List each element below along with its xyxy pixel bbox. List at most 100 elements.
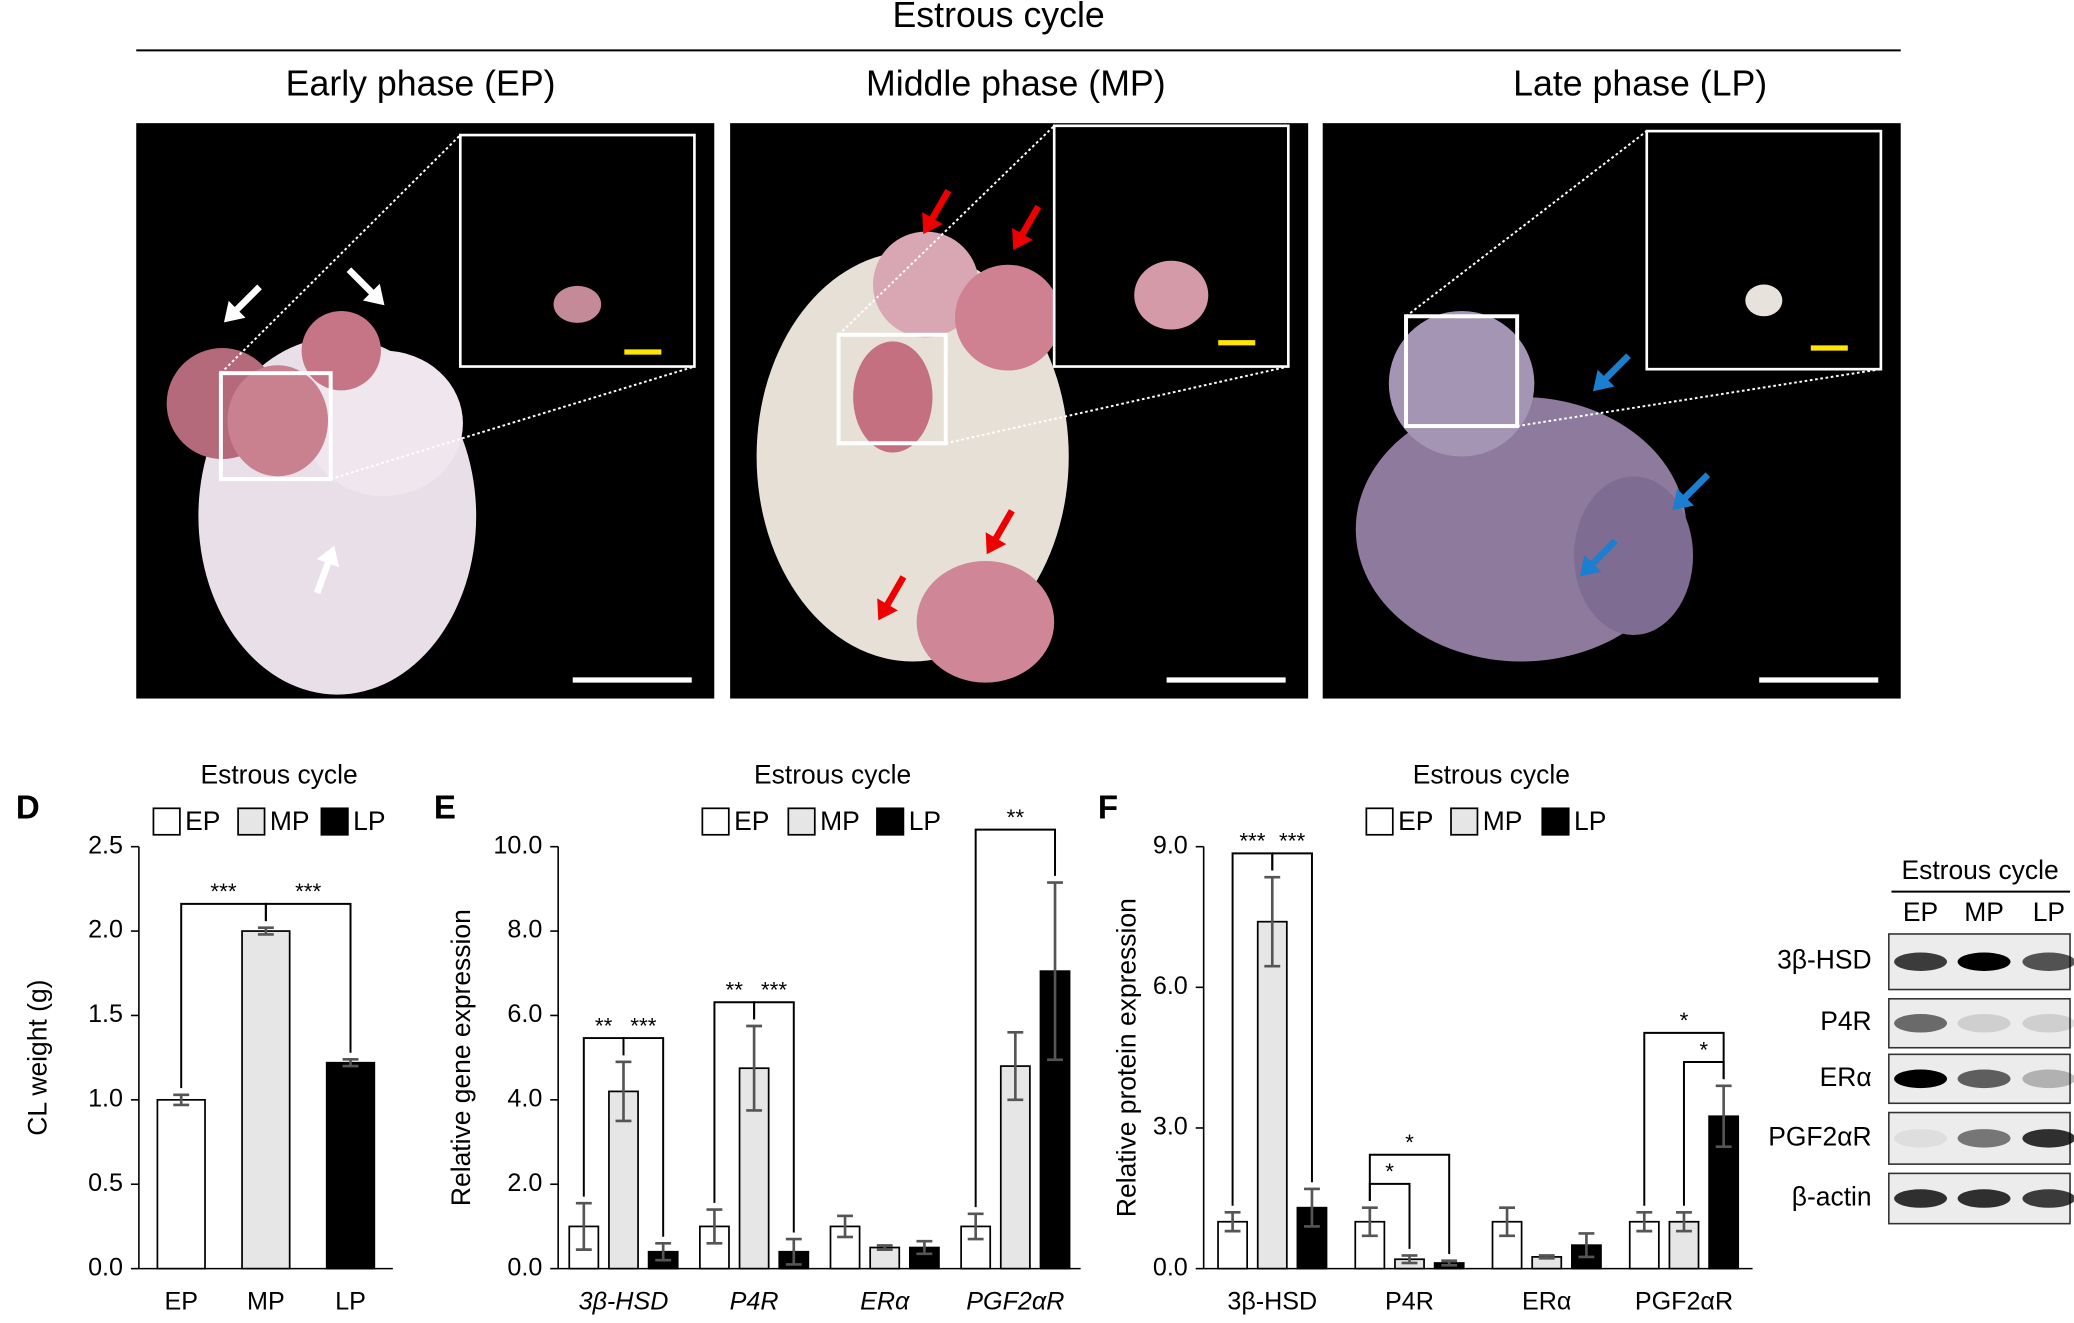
x-tick-label: ERα — [1522, 1288, 1571, 1316]
blot-band — [1894, 952, 1948, 972]
error-bar — [837, 1214, 853, 1239]
error-bar — [655, 1241, 672, 1262]
legend-swatch — [1365, 807, 1394, 836]
panel-label: B — [761, 147, 785, 184]
error-bar — [1538, 1254, 1555, 1260]
blot-row-label: β-actin — [1792, 1182, 1872, 1212]
arrow — [1579, 538, 1618, 577]
lane-label: LP — [2033, 897, 2065, 927]
arrow-head — [985, 532, 1007, 555]
legend-label: MP — [1483, 806, 1523, 836]
significance-label: *** — [1279, 829, 1305, 854]
tissue-shape — [853, 341, 933, 453]
legend-label: LP — [353, 806, 385, 836]
significance-bracket — [264, 902, 352, 1053]
blot-row-label: P4R — [1820, 1006, 1871, 1036]
arrow-head — [1579, 554, 1602, 577]
arrow — [1592, 353, 1631, 392]
error-bar — [876, 1244, 893, 1251]
inset-tissue — [1134, 260, 1209, 330]
legend-swatch — [320, 807, 349, 836]
y-tick-label: 0.0 — [88, 1253, 123, 1281]
arrow-head — [362, 283, 385, 306]
blot-band — [1957, 1129, 2011, 1148]
y-tick-label: 0.5 — [88, 1169, 123, 1197]
significance-label: * — [1680, 1008, 1689, 1033]
error-bar — [1304, 1187, 1320, 1228]
significance-label: * — [1699, 1037, 1708, 1062]
legend-swatch — [876, 807, 905, 836]
x-tick-label: MP — [247, 1288, 285, 1316]
arrow — [223, 284, 262, 323]
significance-label: ** — [726, 978, 744, 1003]
legend-swatch — [701, 807, 730, 836]
legend-label: LP — [1574, 806, 1606, 836]
blot-row-label: 3β-HSD — [1777, 945, 1872, 975]
significance-label: * — [1385, 1159, 1394, 1184]
tissue-shape — [1574, 476, 1694, 636]
arrow — [1012, 204, 1042, 251]
error-bar — [1676, 1211, 1692, 1233]
y-tick-label: 8.0 — [507, 916, 542, 944]
error-bar — [1047, 881, 1063, 1062]
inset — [1645, 129, 1883, 371]
error-bar — [785, 1237, 802, 1266]
bar — [241, 930, 291, 1270]
error-bar — [746, 1024, 763, 1112]
blot-row-label: ERα — [1820, 1062, 1872, 1092]
arrow — [346, 267, 385, 306]
x-tick-label: ERα — [860, 1288, 910, 1316]
arrow — [313, 545, 340, 595]
zoom-box — [1404, 314, 1520, 429]
blot-band — [1957, 1069, 2011, 1089]
blot-band — [2022, 952, 2074, 972]
error-bar — [615, 1060, 632, 1123]
legend-label: EP — [185, 806, 220, 836]
legend-label: MP — [270, 806, 310, 836]
tissue-shape — [301, 310, 381, 391]
error-bar — [1361, 1206, 1378, 1238]
tissue-shape — [916, 560, 1055, 683]
significance-label: ** — [1007, 805, 1025, 830]
figure-title: Estrous cycle — [892, 0, 1104, 35]
blot-band — [1957, 1189, 2011, 1208]
error-bar — [1007, 1031, 1024, 1102]
blot-band — [2022, 1129, 2074, 1148]
arrow-head — [1592, 369, 1615, 392]
y-tick-label: 2.0 — [507, 1169, 542, 1197]
error-bar — [1499, 1206, 1515, 1238]
significance-bracket — [1271, 852, 1313, 1183]
legend-label: MP — [820, 806, 860, 836]
x-tick-label: 3β-HSD — [579, 1288, 669, 1316]
blot-band — [1894, 1014, 1948, 1033]
y-tick-label: 1.0 — [88, 1084, 123, 1112]
panel-label: F — [1098, 789, 1118, 826]
error-bar — [575, 1201, 592, 1251]
error-bar — [1441, 1259, 1458, 1267]
blot-band — [1957, 1014, 2011, 1033]
x-tick-label: LP — [335, 1288, 366, 1316]
error-bar — [1578, 1232, 1595, 1259]
error-bar — [173, 1093, 190, 1107]
y-tick-label: 6.0 — [507, 1000, 542, 1028]
panel-label: E — [434, 789, 456, 826]
zoom-line — [945, 365, 1289, 445]
significance-bracket — [1643, 1031, 1725, 1206]
tissue-shape — [872, 231, 979, 338]
significance-label: *** — [630, 1013, 656, 1038]
significance-label: *** — [295, 879, 321, 904]
panel-label: A — [167, 147, 191, 184]
bar — [1256, 920, 1288, 1270]
error-bar — [257, 926, 274, 936]
x-tick-label: P4R — [1385, 1288, 1434, 1316]
arrow-head — [877, 598, 898, 621]
error-bar — [1401, 1254, 1418, 1265]
significance-bracket — [1368, 1153, 1451, 1255]
y-tick-label: 3.0 — [1153, 1113, 1188, 1141]
error-bar — [1715, 1084, 1732, 1149]
tissue-shape — [227, 365, 329, 477]
inset-title: Weight — [1130, 156, 1212, 186]
y-tick-label: 4.0 — [507, 1084, 542, 1112]
